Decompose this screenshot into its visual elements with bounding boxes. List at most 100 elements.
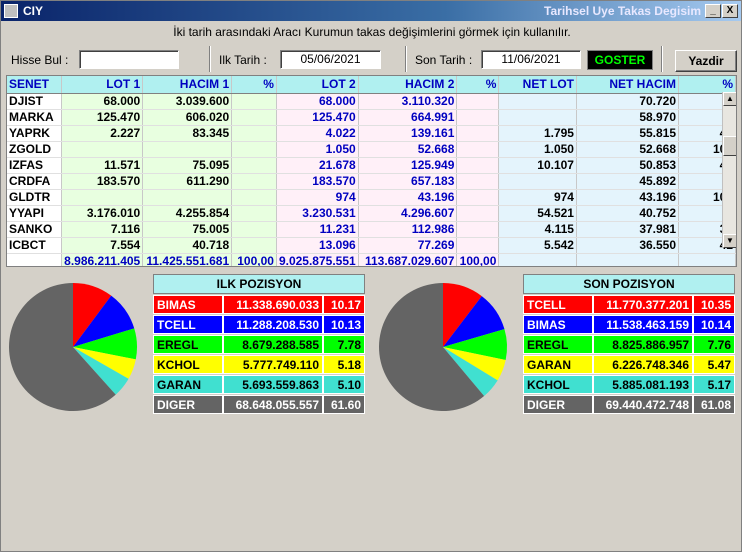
grid-cell: CRDFA <box>7 173 63 190</box>
grid-cell <box>456 205 500 222</box>
grid-cell: 974 <box>498 189 577 206</box>
grid-cell: 54.521 <box>498 205 577 222</box>
pie-slice-eregl <box>73 328 137 360</box>
grid-cell: 52.668 <box>358 141 458 158</box>
minimize-button[interactable]: _ <box>705 4 721 18</box>
grid-cell <box>231 157 277 174</box>
pie-slice-garan <box>73 347 129 395</box>
grid-cell <box>456 189 500 206</box>
pie-slice-tcell <box>443 283 482 347</box>
position-name: DIGER <box>523 395 593 414</box>
position-row: GARAN 6.226.748.346 5.47 <box>523 355 735 374</box>
grid-cell: HACIM 1 <box>142 76 233 94</box>
grid-totals-row[interactable]: 8.986.211.405 11.425.551.681 100,00 9.025.8… <box>7 253 736 266</box>
position-name: EREGL <box>523 335 593 354</box>
grid-cell: 4.255.854 <box>142 205 233 222</box>
grid-cell: 2.227 <box>61 125 144 142</box>
grid-row[interactable]: YAPRK2.22783.3454.022139.1611.79555.8154… <box>7 125 736 142</box>
position-percent: 7.76 <box>693 335 735 354</box>
scroll-down-arrow-icon[interactable]: ▼ <box>723 234 736 248</box>
position-row: DIGER 68.648.055.557 61.60 <box>153 395 365 414</box>
grid-cell: 183.570 <box>276 173 359 190</box>
grid-cell: 43.196 <box>358 189 458 206</box>
position-row: TCELL 11.770.377.201 10.35 <box>523 295 735 314</box>
grid-cell <box>456 173 500 190</box>
grid-cell: 606.020 <box>142 109 233 126</box>
grid-cell: 113.687.029.607 <box>358 253 458 266</box>
grid-cell: 1.795 <box>498 125 577 142</box>
grid-row[interactable]: IZFAS 11.571 75.095 21.678 125.949 10.107 50.8… <box>7 157 736 174</box>
grid-row[interactable]: MARKA 125.470 606.020 125.470 664.991 58.970 <box>7 109 736 126</box>
grid-cell: 70.720 <box>576 93 680 110</box>
grid-cell: 58.970 <box>576 109 680 126</box>
grid-cell: NET HACIM <box>576 76 680 94</box>
position-name: KCHOL <box>523 375 593 394</box>
position-value: 11.288.208.530 <box>223 315 323 334</box>
position-name: KCHOL <box>153 355 223 374</box>
position-value: 6.226.748.346 <box>593 355 693 374</box>
grid-row[interactable]: SANKO 7.116 75.005 11.231 112.986 4.115 37.981… <box>7 221 736 238</box>
grid-cell: 3.230.531 <box>276 205 359 222</box>
position-value: 11.538.463.159 <box>593 315 693 334</box>
grid-cell: 3.039.600 <box>142 93 233 110</box>
position-percent: 5.18 <box>323 355 365 374</box>
position-row: BIMAS 11.338.690.033 10.17 <box>153 295 365 314</box>
pie-slice-garan <box>443 347 506 381</box>
end-date-label: Son Tarih : <box>415 53 473 67</box>
grid-cell: 1.050 <box>276 141 359 158</box>
grid-cell: 36.550 <box>576 237 680 254</box>
position-value: 68.648.055.557 <box>223 395 323 414</box>
end-date-field[interactable]: 11/06/2021 <box>481 50 581 69</box>
position-percent: 5.47 <box>693 355 735 374</box>
close-button[interactable]: X <box>722 4 738 18</box>
grid-row[interactable]: YYAPI 3.176.010 4.255.854 3.230.531 4.296.60… <box>7 205 736 222</box>
grid-cell: % <box>678 76 736 94</box>
position-percent: 61.60 <box>323 395 365 414</box>
grid-cell: 52.668 <box>576 141 680 158</box>
grid-cell: 4.296.607 <box>358 205 458 222</box>
takas-grid[interactable]: SENET LOT 1 HACIM 1% LOT 2 HACIM 2% NET LOT NE… <box>6 75 737 267</box>
grid-row[interactable]: CRDFA 183.570 611.290 183.570 657.183 45.892 <box>7 173 736 190</box>
grid-cell <box>231 109 277 126</box>
grid-row[interactable]: ICBCT7.55440.71813.09677.2695.54236.5504… <box>7 237 736 254</box>
grid-cell: 55.815 <box>576 125 680 142</box>
title-bar[interactable]: CIY Tarihsel Uye Takas Degisim _ X <box>1 1 741 21</box>
grid-cell <box>498 173 577 190</box>
grid-cell <box>498 109 577 126</box>
scroll-up-arrow-icon[interactable]: ▲ <box>723 92 736 106</box>
son-pozisyon-pie-chart <box>379 283 507 411</box>
grid-cell <box>456 93 500 110</box>
grid-cell: 77.269 <box>358 237 458 254</box>
position-percent: 10.14 <box>693 315 735 334</box>
position-percent: 5.17 <box>693 375 735 394</box>
start-date-field[interactable]: 05/06/2021 <box>280 50 381 69</box>
grid-cell: 100,00 <box>456 253 500 266</box>
grid-cell: 8.986.211.405 <box>61 253 144 266</box>
position-value: 5.693.559.863 <box>223 375 323 394</box>
grid-cell: ZGOLD <box>7 141 63 158</box>
separator <box>209 46 211 72</box>
grid-cell: 45.892 <box>576 173 680 190</box>
position-name: BIMAS <box>523 315 593 334</box>
scroll-thumb[interactable] <box>723 136 736 156</box>
position-name: TCELL <box>523 295 593 314</box>
ilk-pozisyon-pie-chart <box>8 283 137 411</box>
pie-slice-eregl <box>443 329 507 361</box>
yazdir-button[interactable]: Yazdir <box>675 50 737 72</box>
grid-scrollbar[interactable]: ▲ ▼ <box>722 92 736 248</box>
position-name: DIGER <box>153 395 223 414</box>
position-row: DIGER 69.440.472.748 61.08 <box>523 395 735 414</box>
search-input[interactable] <box>79 50 179 69</box>
grid-cell: 50.853 <box>576 157 680 174</box>
grid-row[interactable]: DJIST 68.000 3.039.600 68.000 3.110.320 70.72… <box>7 93 736 110</box>
position-row: KCHOL 5.777.749.110 5.18 <box>153 355 365 374</box>
goster-button[interactable]: GOSTER <box>587 50 653 70</box>
search-label: Hisse Bul : <box>11 53 69 67</box>
grid-header-row[interactable]: SENET LOT 1 HACIM 1% LOT 2 HACIM 2% NET LOT NE… <box>7 76 736 94</box>
grid-cell: 13.096 <box>276 237 359 254</box>
grid-cell <box>678 253 736 266</box>
grid-cell: 7.116 <box>61 221 144 238</box>
app-title: CIY <box>23 4 44 18</box>
